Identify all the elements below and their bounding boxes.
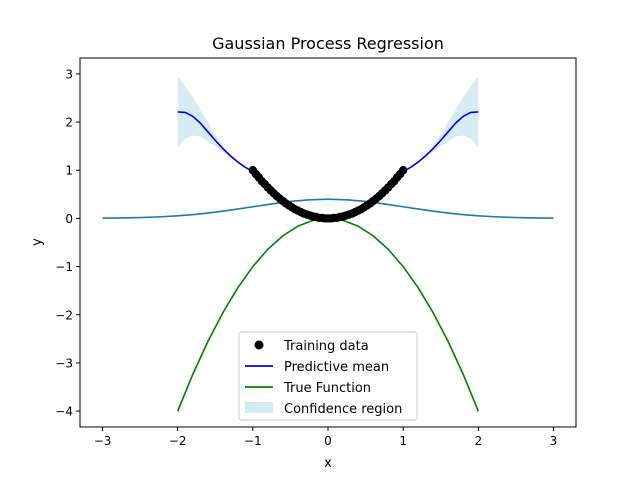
x-tick-label: 0	[324, 434, 332, 448]
legend-marker-training-data	[254, 340, 264, 350]
training-data-point	[398, 166, 408, 175]
axis-ticks: −3 −2 −1 0 1 2 3 −4 −3 −2 −1 0 1 2 3	[55, 67, 557, 448]
legend-label-true-function: True Function	[283, 381, 371, 396]
plot-area	[102, 76, 554, 412]
x-tick-label: 2	[474, 434, 482, 448]
y-tick-label: −1	[55, 260, 73, 274]
chart-title: Gaussian Process Regression	[212, 34, 444, 53]
y-tick-label: −3	[55, 356, 73, 370]
x-tick-label: 1	[399, 434, 407, 448]
gaussian-curve-line	[102, 198, 554, 220]
y-tick-label: 3	[65, 67, 73, 81]
y-tick-label: −2	[55, 308, 73, 322]
x-tick-label: 3	[550, 434, 558, 448]
legend-patch-confidence-region	[245, 402, 273, 413]
legend: Training data Predictive mean True Functio…	[238, 331, 418, 421]
x-tick-label: −3	[94, 434, 112, 448]
x-tick-label: −2	[169, 434, 187, 448]
y-tick-label: 0	[65, 212, 73, 226]
legend-label-training-data: Training data	[283, 339, 369, 354]
y-axis-label: y	[30, 238, 45, 246]
x-tick-label: −1	[244, 434, 262, 448]
y-tick-label: 1	[65, 164, 73, 178]
y-tick-label: −4	[55, 405, 73, 419]
y-tick-label: 2	[65, 116, 73, 130]
legend-box	[238, 331, 418, 421]
x-axis-label: x	[324, 456, 332, 471]
legend-label-confidence-region: Confidence region	[284, 402, 402, 417]
legend-label-predictive-mean: Predictive mean	[284, 360, 389, 375]
